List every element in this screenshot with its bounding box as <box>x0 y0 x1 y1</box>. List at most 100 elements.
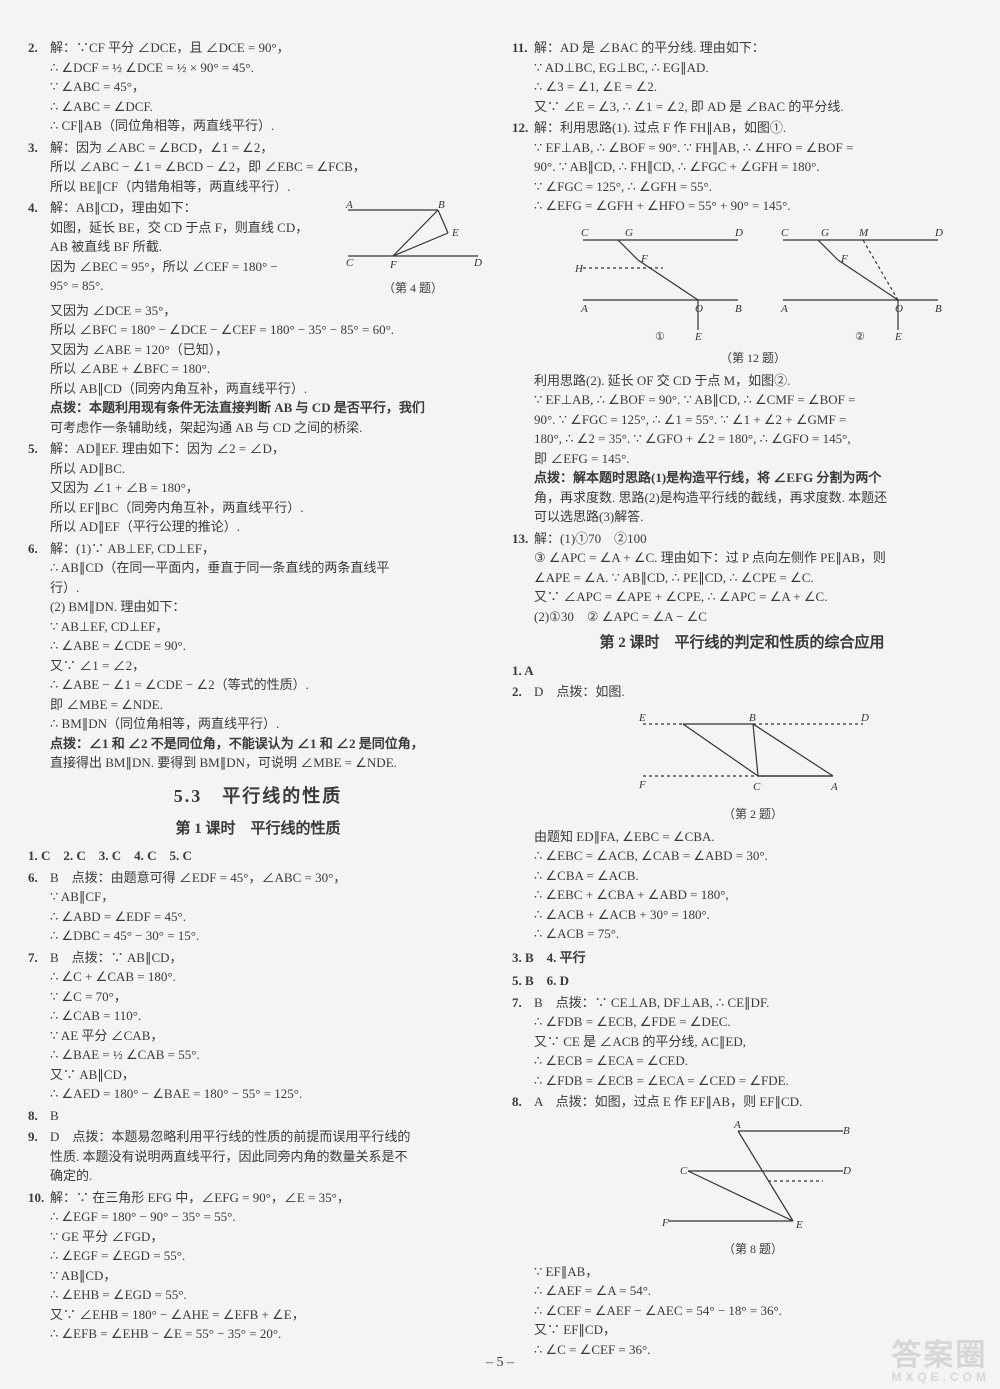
text-line: ∴ ∠EFG = ∠GFH + ∠HFO = 55° + 90° = 145°. <box>534 196 972 216</box>
text-line: 所以 AB∥CD（同旁内角互补，两直线平行）. <box>50 379 488 399</box>
text-line: ∵ AD⊥BC, EG⊥BC, ∴ EG∥AD. <box>534 58 972 78</box>
text-line: ∴ ∠CEF = ∠AEF − ∠AEC = 54° − 18° = 36°. <box>534 1301 972 1321</box>
svg-text:O: O <box>695 303 703 315</box>
text-line: ∵ ∠ABC = 45°， <box>50 77 488 97</box>
q5: 5. 解：AD∥EF. 理由如下：因为 ∠2 = ∠D， 所以 AD∥BC. 又… <box>28 439 488 537</box>
text-line: 性质. 本题没有说明两直线平行，因此同旁内角的数量关系是不 <box>50 1147 488 1167</box>
text-line: 又∵ AB∥CD， <box>50 1065 488 1085</box>
text-line: 解：∵CF 平分 ∠DCE，且 ∠DCE = 90°， <box>50 38 488 58</box>
svg-text:C: C <box>680 1165 688 1177</box>
text-line: 又∵ ∠1 = ∠2， <box>50 656 488 676</box>
svg-text:O: O <box>895 303 903 315</box>
answers-row: 1. A <box>512 661 972 681</box>
svg-text:E: E <box>694 331 702 343</box>
svg-text:A: A <box>345 199 353 211</box>
lesson-title: 第 2 课时 平行线的判定和性质的综合应用 <box>512 632 972 655</box>
text-line: 又∵ CE 是 ∠ACB 的平分线, AC∥ED, <box>534 1032 972 1052</box>
q2c: 2. D 点拨：如图. EBD FCA （第 2 题） 由题 <box>512 682 972 944</box>
text-line: 又因为 ∠1 + ∠B = 180°， <box>50 478 488 498</box>
q3: 3. 解：因为 ∠ABC = ∠BCD，∠1 = ∠2， 所以 ∠ABC − ∠… <box>28 138 488 197</box>
text-line: 解：(1)∵ AB⊥EF, CD⊥EF， <box>50 539 488 559</box>
q-number: 4. <box>28 198 50 218</box>
text-line: 所以 AD∥BC. <box>50 459 488 479</box>
text-line: 所以 EF∥BC（同旁内角互补，两直线平行）. <box>50 498 488 518</box>
svg-text:A: A <box>733 1119 741 1131</box>
text-line: ∴ ∠FDB = ∠ECB, ∠FDE = ∠DEC. <box>534 1012 972 1032</box>
diagram-caption: （第 4 题） <box>338 279 488 297</box>
text-line: 所以 ∠BFC = 180° − ∠DCE − ∠CEF = 180° − 35… <box>50 320 488 340</box>
q6b: 6. B 点拨：由题意可得 ∠EDF = 45°，∠ABC = 30°， ∵ A… <box>28 868 488 946</box>
text-line: 解：(1)①70 ②100 <box>534 529 972 549</box>
svg-text:C: C <box>346 257 354 269</box>
page-number: – 5 – <box>0 1352 1000 1373</box>
q8b: 8. B <box>28 1106 488 1126</box>
q-number: 12. <box>512 118 534 138</box>
svg-text:M: M <box>858 227 869 239</box>
text-line: 所以 ∠ABC − ∠1 = ∠BCD − ∠2，即 ∠EBC = ∠FCB， <box>50 157 488 177</box>
text-line: 可考虑作一条辅助线，架起沟通 AB 与 CD 之间的桥梁. <box>50 418 488 438</box>
svg-text:D: D <box>473 257 482 269</box>
watermark: 答案圈 MXQE.COM <box>891 1341 990 1383</box>
section-title: 5.3 平行线的性质 <box>28 783 488 810</box>
text-line: 又∵ ∠E = ∠3, ∴ ∠1 = ∠2, 即 AD 是 ∠BAC 的平分线. <box>534 97 972 117</box>
text-line: ∴ ∠EHB = ∠EGD = 55°. <box>50 1285 488 1305</box>
text-line: ∵ ∠C = 70°， <box>50 987 488 1007</box>
text-line: 解：因为 ∠ABC = ∠BCD，∠1 = ∠2， <box>50 138 488 158</box>
text-line: B <box>50 1106 488 1126</box>
text-line: 利用思路(2). 延长 OF 交 CD 于点 M，如图②. <box>534 371 972 391</box>
q-number: 8. <box>512 1092 534 1112</box>
text-line: 点拨：∠1 和 ∠2 不是同位角，不能误认为 ∠1 和 ∠2 是同位角， <box>50 734 488 754</box>
text-line: ∵ EF∥AB， <box>534 1262 972 1282</box>
text-line: 可以选思路(3)解答. <box>534 507 972 527</box>
text-line: B 点拨：由题意可得 ∠EDF = 45°，∠ABC = 30°， <box>50 868 488 888</box>
q9b: 9. D 点拨：本题易忽略利用平行线的性质的前提而误用平行线的 性质. 本题没有… <box>28 1127 488 1186</box>
text-line: 又∵ EF∥CD， <box>534 1320 972 1340</box>
q-number: 5. <box>28 439 50 459</box>
text-line: 解：AD∥EF. 理由如下：因为 ∠2 = ∠D， <box>50 439 488 459</box>
text-line: ∴ ∠EGF = 180° − 90° − 35° = 55°. <box>50 1207 488 1227</box>
svg-text:F: F <box>638 779 646 791</box>
text-line: ∴ ∠ABE = ∠CDE = 90°. <box>50 636 488 656</box>
text-line: 即 ∠EFG = 145°. <box>534 449 972 469</box>
text-line: ∴ ∠AEF = ∠A = 54°. <box>534 1281 972 1301</box>
q13: 13. 解：(1)①70 ②100 ③ ∠APC = ∠A + ∠C. 理由如下… <box>512 529 972 627</box>
svg-text:E: E <box>795 1219 803 1231</box>
svg-text:F: F <box>640 253 648 265</box>
q12-diagram: CGD HF AOB E ① CGMD F AO <box>563 220 943 345</box>
text-line: ∴ ∠EGF = ∠EGD = 55°. <box>50 1246 488 1266</box>
text-line: 点拨：本题利用现有条件无法直接判断 AB 与 CD 是否平行，我们 <box>50 398 488 418</box>
svg-text:F: F <box>661 1217 669 1229</box>
text-line: (2)①30 ② ∠APC = ∠A − ∠C <box>534 607 972 627</box>
text-line: ∵ AB∥CF， <box>50 887 488 907</box>
svg-text:C: C <box>753 781 761 793</box>
text-line: 确定的. <box>50 1166 488 1186</box>
text-line: ∴ ∠3 = ∠1, ∠E = ∠2. <box>534 77 972 97</box>
svg-text:A: A <box>780 303 788 315</box>
text-line: ∴ ∠FDB = ∠ECB = ∠ECA = ∠CED = ∠FDE. <box>534 1071 972 1091</box>
text-line: 解：∵ 在三角形 EFG 中，∠EFG = 90°，∠E = 35°， <box>50 1188 488 1208</box>
q-number: 6. <box>28 868 50 888</box>
text-line: 90°. ∵ AB∥CD, ∴ FH∥CD, ∴ ∠FGC + ∠GFH = 1… <box>534 157 972 177</box>
svg-text:D: D <box>842 1165 851 1177</box>
text-line: ∴ ∠BAE = ½ ∠CAB = 55°. <box>50 1045 488 1065</box>
page: 2. 解：∵CF 平分 ∠DCE，且 ∠DCE = 90°， ∴ ∠DCF = … <box>0 0 1000 1389</box>
text-line: 又∵ ∠EHB = 180° − ∠AHE = ∠EFB + ∠E， <box>50 1305 488 1325</box>
q2: 2. 解：∵CF 平分 ∠DCE，且 ∠DCE = 90°， ∴ ∠DCF = … <box>28 38 488 136</box>
svg-text:B: B <box>735 303 742 315</box>
text-line: 又因为 ∠DCE = 35°， <box>50 301 488 321</box>
text-line: ∴ ∠ACB + ∠ACB + 30° = 180°. <box>534 905 972 925</box>
text-line: ∴ ∠ABE − ∠1 = ∠CDE − ∠2（等式的性质）. <box>50 675 488 695</box>
text-line: 所以 BE∥CF（内错角相等，两直线平行）. <box>50 177 488 197</box>
text-line: 解：利用思路(1). 过点 F 作 FH∥AB，如图①. <box>534 118 972 138</box>
text-line: A 点拨：如图，过点 E 作 EF∥AB，则 EF∥CD. <box>534 1092 972 1112</box>
text-line: B 点拨：∵ AB∥CD， <box>50 948 488 968</box>
text-line: ∵ ∠FGC = 125°, ∴ ∠GFH = 55°. <box>534 177 972 197</box>
text-line: ∵ EF⊥AB, ∴ ∠BOF = 90°. ∵ FH∥AB, ∴ ∠HFO =… <box>534 138 972 158</box>
text-line: ∴ ∠ABD = ∠EDF = 45°. <box>50 907 488 927</box>
text-line: ∴ ∠CBA = ∠ACB. <box>534 866 972 886</box>
text-line: 由题知 ED∥FA, ∠EBC = ∠CBA. <box>534 827 972 847</box>
text-line: ∴ ∠ABC = ∠DCF. <box>50 97 488 117</box>
text-line: ∴ ∠CAB = 110°. <box>50 1006 488 1026</box>
svg-text:D: D <box>860 712 869 724</box>
svg-text:B: B <box>935 303 942 315</box>
